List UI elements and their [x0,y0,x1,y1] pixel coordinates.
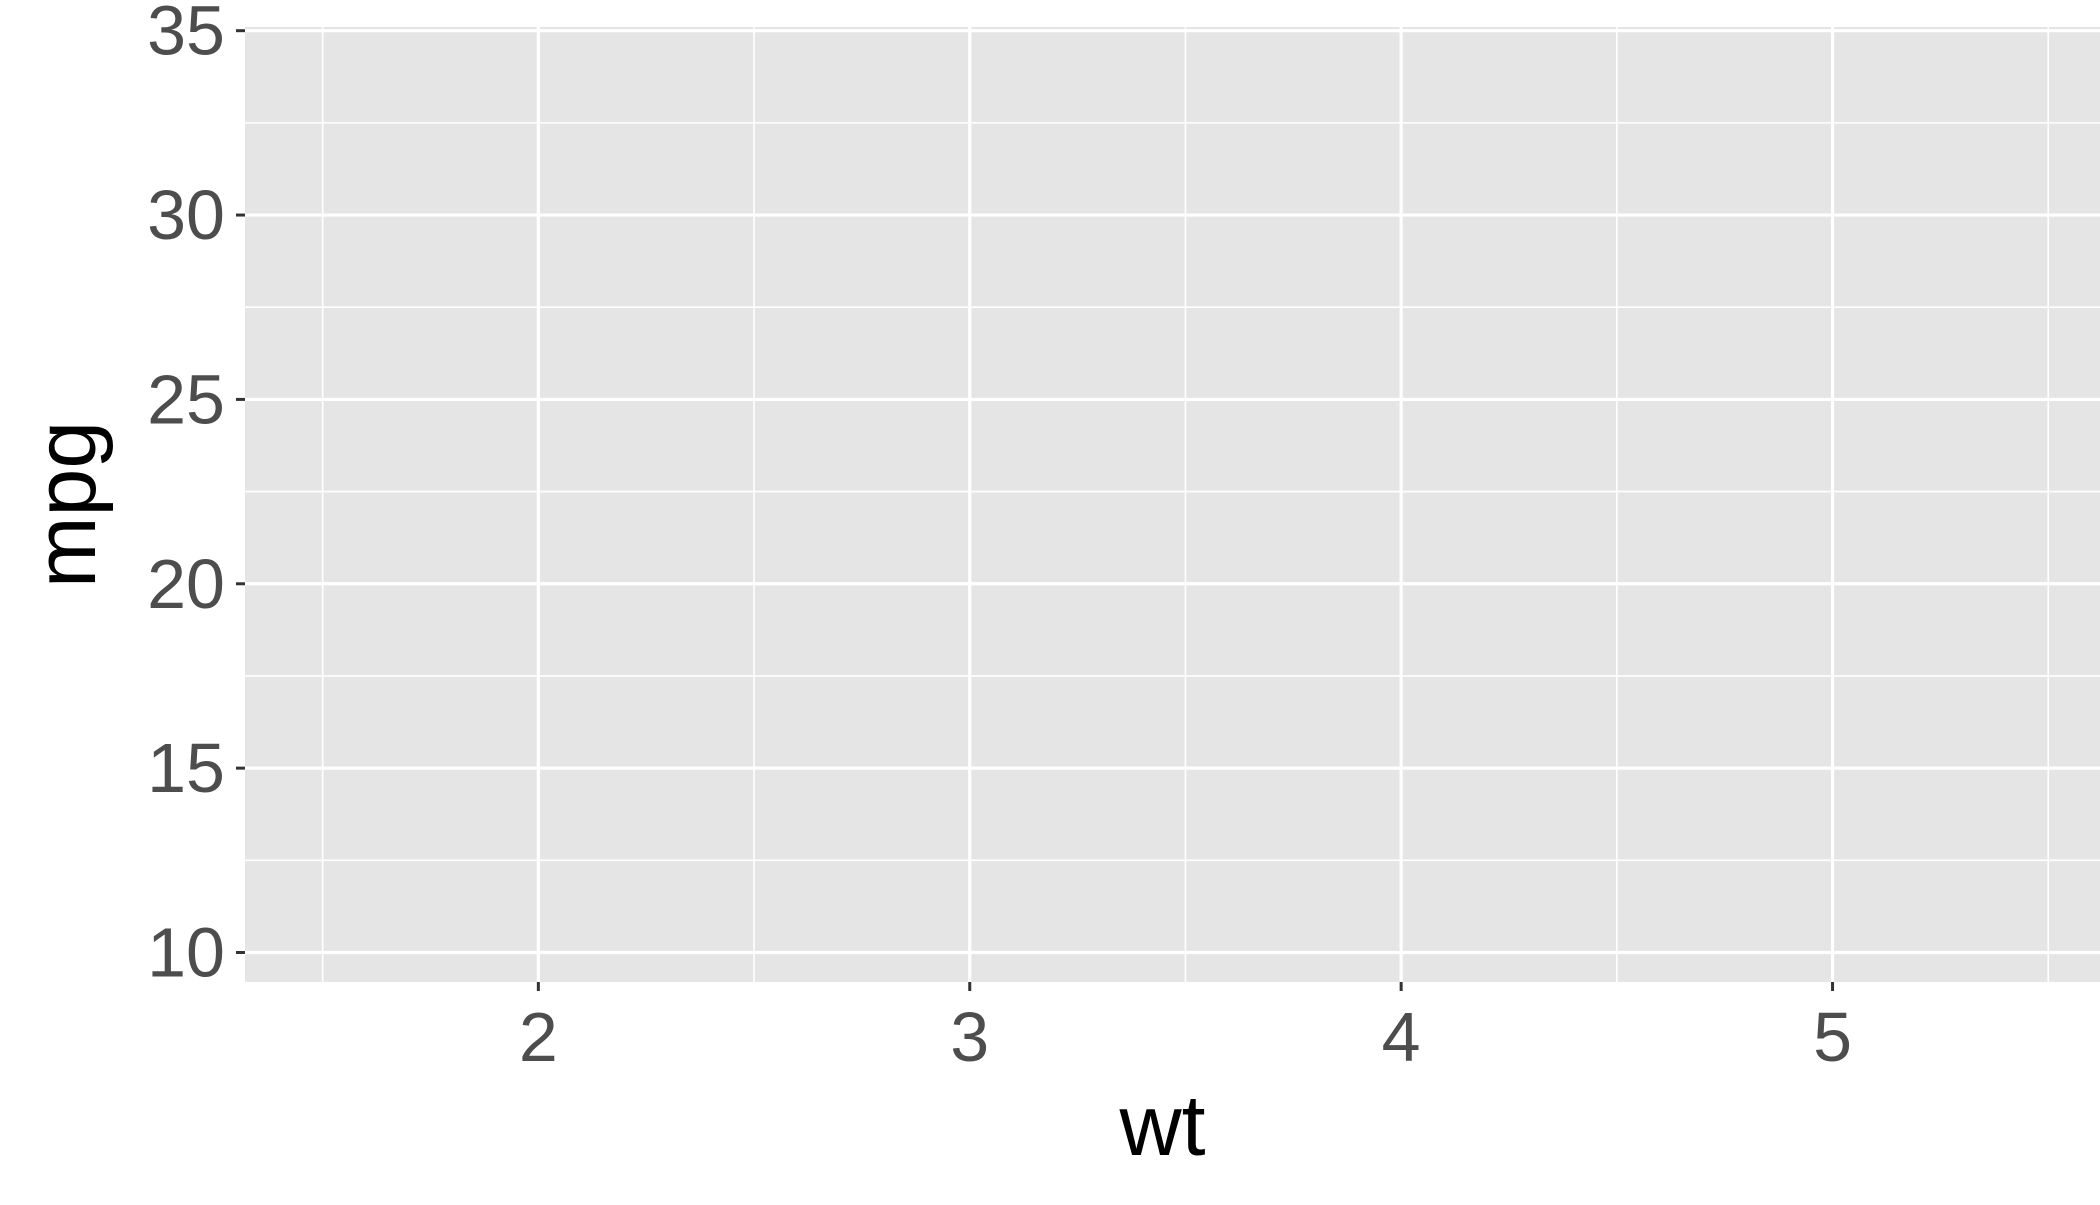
plot-panel [245,27,2100,982]
x-tick-label: 2 [519,998,558,1076]
x-axis-title: wt [1119,1078,1206,1174]
x-axis: 2 3 4 5 [519,982,1852,1076]
y-tick-label: 35 [147,0,225,70]
y-tick-label: 30 [147,176,225,254]
x-tick-label: 5 [1813,998,1852,1076]
x-tick-label: 4 [1382,998,1421,1076]
minor-gridlines [245,27,2100,982]
y-tick-label: 25 [147,360,225,438]
y-tick-label: 20 [147,545,225,623]
y-tick-label: 15 [147,729,225,807]
major-gridlines [245,27,2100,982]
y-tick-label: 10 [147,914,225,992]
x-tick-label: 3 [950,998,989,1076]
y-axis-title: mpg [18,421,114,588]
y-axis: 10 15 20 25 30 35 [147,0,245,992]
